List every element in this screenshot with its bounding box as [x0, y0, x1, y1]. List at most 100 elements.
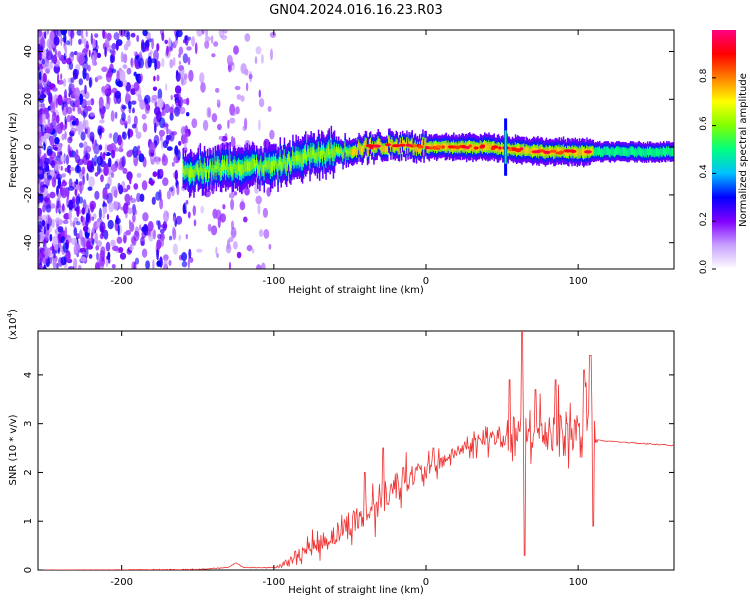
- spectrogram-cell: [68, 178, 73, 188]
- spectrogram-cell: [52, 258, 57, 269]
- spectrogram-cell: [353, 148, 355, 155]
- spectrogram-cell: [174, 154, 177, 164]
- spectrogram-cell: [105, 241, 111, 252]
- spectrogram-cell: [119, 252, 127, 260]
- spectrogram-cell: [60, 155, 65, 163]
- spectrogram-cell: [49, 256, 53, 264]
- spectrogram-cell: [43, 108, 49, 113]
- spectrogram-cell: [133, 71, 137, 77]
- spectrogram-cell: [328, 143, 330, 155]
- spectrogram-cell: [288, 154, 290, 162]
- spectrogram-cell: [183, 142, 187, 148]
- spectrogram-cell: [124, 193, 131, 203]
- spectrogram-cell: [356, 149, 358, 156]
- spectrogram-cell: [527, 148, 530, 154]
- spectrogram-cell: [490, 147, 496, 151]
- spectrogram-cell: [106, 192, 113, 205]
- spectrogram-cell: [127, 127, 131, 140]
- spectrogram-cell: [91, 157, 95, 169]
- spectrogram-cell: [278, 159, 280, 168]
- spectrogram-cell: [250, 160, 253, 171]
- spectrogram-cell: [77, 125, 81, 136]
- spectrogram-cell: [319, 150, 322, 160]
- spectrogram-cell: [108, 85, 112, 95]
- spectrogram-cell: [322, 149, 324, 162]
- spectrogram-cell: [260, 262, 266, 269]
- spectrogram-cell: [186, 112, 190, 117]
- spectrogram-cell: [38, 85, 43, 90]
- spectrogram-cell: [175, 72, 181, 82]
- spectrogram-cell: [268, 243, 272, 250]
- colorbar-tick-label: 0.0: [699, 260, 709, 275]
- spectrogram-cell: [103, 229, 109, 240]
- spectrogram-cell: [259, 164, 261, 176]
- spectrogram-cell: [94, 33, 99, 38]
- spectrogram-cell: [534, 150, 541, 154]
- spectrogram-cell: [42, 239, 46, 248]
- spectrogram-cell: [61, 180, 67, 187]
- spectrogram-cell: [361, 148, 363, 155]
- spectrogram-cell: [175, 30, 183, 38]
- spectrogram-cell: [44, 86, 51, 95]
- spectrogram-cell: [211, 113, 218, 123]
- spectrogram-cell: [78, 38, 82, 45]
- spectrogram-cell: [38, 233, 41, 242]
- spectrogram-cell: [127, 207, 133, 215]
- spectrogram-cell: [46, 30, 50, 35]
- spectrogram-cell: [435, 142, 437, 149]
- spectrogram-cell: [257, 203, 261, 215]
- spectrogram-cell: [148, 180, 155, 185]
- spectrogram-cell: [369, 146, 374, 150]
- spectrogram-cell: [99, 119, 105, 124]
- spectrogram-cell: [307, 148, 309, 158]
- spectrogram-cell: [126, 150, 133, 158]
- spectrogram-cell: [122, 79, 128, 88]
- spectrogram-cell: [113, 32, 120, 41]
- spectrogram-cell: [585, 150, 587, 157]
- spectrogram-cell: [593, 150, 596, 155]
- spectrogram-cell: [111, 264, 116, 269]
- spectrogram-cell: [167, 129, 172, 135]
- spectrogram-cell: [197, 164, 199, 176]
- spectrogram-cell: [111, 149, 116, 159]
- spectrogram-cell: [74, 189, 78, 196]
- spectrogram-cell: [186, 165, 189, 174]
- spectrogram-y-tick-label: -40: [23, 235, 34, 251]
- spectrogram-cell: [241, 164, 243, 177]
- spectrogram-cell: [60, 187, 68, 199]
- spectrogram-cell: [112, 132, 119, 144]
- spectrogram-cell: [207, 161, 209, 170]
- spectrogram-cell: [581, 148, 584, 156]
- spectrogram-cell: [486, 143, 488, 150]
- spectrogram-cell: [155, 60, 161, 70]
- spectrogram-cell: [390, 141, 392, 150]
- spectrogram-cell: [72, 196, 76, 205]
- spectrogram-cell: [366, 147, 369, 155]
- spectrogram-cell: [284, 160, 287, 170]
- spectrogram-cell: [119, 69, 126, 82]
- spectrogram-cell: [115, 78, 121, 87]
- spectrogram-cell: [139, 224, 142, 231]
- spectrogram-cell: [257, 163, 259, 174]
- spectrogram-cell: [420, 147, 422, 154]
- spectrogram-cell: [218, 162, 221, 172]
- spectrogram-cell: [153, 75, 156, 82]
- spectrogram-cell: [601, 149, 603, 155]
- spectrogram-cell: [49, 233, 53, 242]
- spectrogram-cell: [548, 147, 551, 154]
- spectrogram-cell: [204, 40, 210, 49]
- spectrogram-cell: [223, 163, 225, 173]
- spectrogram-cell: [423, 147, 425, 154]
- spectrogram-cell: [111, 87, 118, 94]
- spectrogram-cell: [219, 167, 222, 178]
- spectrogram-cell: [210, 161, 212, 170]
- spectrogram-cell: [39, 181, 45, 193]
- spectrogram-cell: [46, 145, 53, 155]
- spectrogram-cell: [246, 160, 248, 172]
- spectrogram-cell: [172, 228, 177, 241]
- spectrogram-cell: [184, 165, 187, 175]
- spectrogram-cell: [56, 142, 62, 153]
- spectrogram-cell: [40, 248, 45, 257]
- spectrogram-cell: [594, 149, 597, 154]
- spectrogram-cell: [70, 127, 77, 134]
